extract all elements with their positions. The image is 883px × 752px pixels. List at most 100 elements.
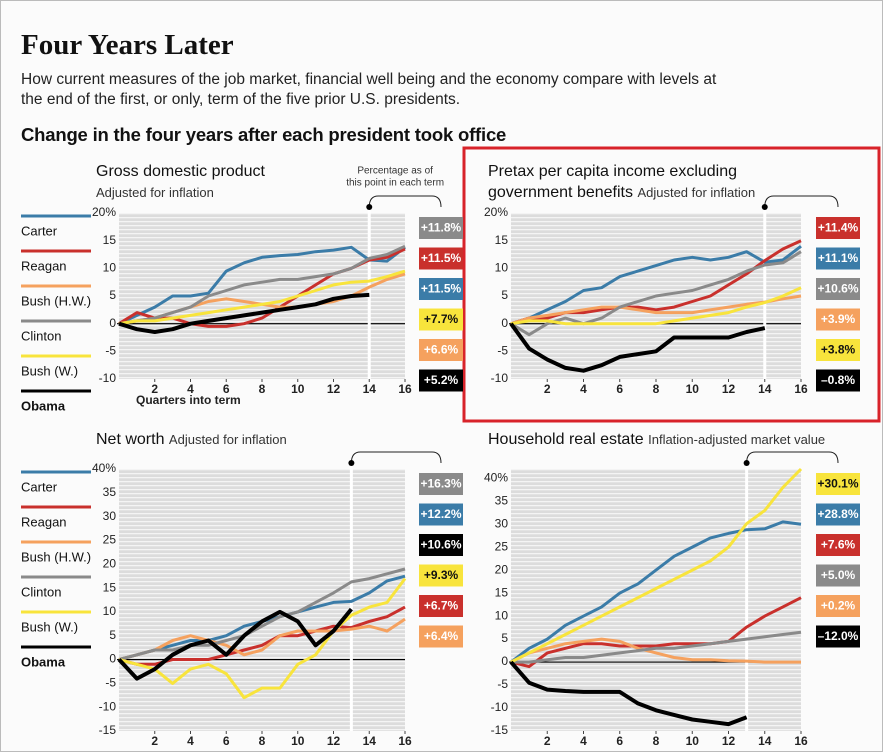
series-line xyxy=(118,567,406,661)
value-badge xyxy=(816,564,860,587)
y-tick-label: 10 xyxy=(495,261,509,275)
value-badge-label: +6.4% xyxy=(424,629,459,643)
value-badge xyxy=(419,564,463,587)
series-line xyxy=(118,269,406,326)
plot-background xyxy=(119,469,405,731)
x-tick-label: 10 xyxy=(291,734,305,748)
value-badge xyxy=(419,339,463,361)
value-badge-label: +11.5% xyxy=(421,251,462,265)
x-tick-label: 12 xyxy=(722,382,736,396)
y-tick-label: 30 xyxy=(103,509,117,523)
y-tick-label: 5 xyxy=(109,628,116,642)
x-tick-label: 6 xyxy=(223,382,230,396)
legend-label: Carter xyxy=(21,479,58,494)
page-subtitle: How current measures of the job market, … xyxy=(21,71,717,108)
x-tick-label: 12 xyxy=(327,734,341,748)
value-badge-label: +30.1% xyxy=(817,477,858,491)
y-tick-label: 15 xyxy=(495,585,509,599)
x-tick-label: 10 xyxy=(686,734,700,748)
value-badge-label: +11.1% xyxy=(818,251,859,265)
legend-label: Obama xyxy=(21,398,66,413)
value-badge xyxy=(816,473,860,495)
series-line xyxy=(510,596,802,669)
series-line xyxy=(510,245,802,326)
value-badge-label: +9.3% xyxy=(424,568,459,582)
x-tick-label: 4 xyxy=(187,382,194,396)
y-tick-label: -5 xyxy=(105,344,116,358)
y-tick-label: 20% xyxy=(92,205,116,219)
y-tick-label: 10 xyxy=(103,604,117,618)
series-line xyxy=(510,250,802,337)
series-line xyxy=(510,467,803,664)
value-badge-label: +16.3% xyxy=(420,477,461,491)
series-line xyxy=(510,520,802,664)
y-tick-label: -5 xyxy=(105,676,116,690)
y-tick-label: 20 xyxy=(495,562,509,576)
y-tick-label: -10 xyxy=(491,371,509,385)
series-line xyxy=(118,292,370,334)
x-tick-label: 8 xyxy=(259,382,266,396)
x-tick-label: 14 xyxy=(363,734,377,748)
x-tick-label: 16 xyxy=(794,734,808,748)
value-badge xyxy=(419,308,463,331)
y-tick-label: 40% xyxy=(92,461,116,475)
value-badge xyxy=(816,369,860,392)
series-line xyxy=(118,245,406,326)
value-badge-label: +6.7% xyxy=(424,599,459,613)
chart-title: Household real estate xyxy=(488,431,644,448)
value-badge-label: +28.8% xyxy=(817,507,858,521)
value-badge xyxy=(816,308,860,331)
annotation: this point in each term xyxy=(346,178,444,189)
y-tick-label: 0 xyxy=(501,654,508,668)
y-tick-label: 0 xyxy=(109,652,116,666)
value-badge xyxy=(816,339,860,361)
y-tick-label: -10 xyxy=(99,371,117,385)
x-tick-label: 4 xyxy=(580,382,587,396)
y-tick-label: 35 xyxy=(103,485,117,499)
series-line xyxy=(509,660,748,727)
chart-heading: Gross domestic product Adjusted for infla… xyxy=(96,161,346,203)
x-tick-label: 4 xyxy=(187,734,194,748)
x-tick-label: 6 xyxy=(616,734,623,748)
y-tick-label: 0 xyxy=(109,316,116,330)
value-badge xyxy=(419,369,463,392)
value-badge-label: +11.8% xyxy=(421,221,462,235)
x-tick-label: 14 xyxy=(758,382,772,396)
y-tick-label: -10 xyxy=(491,700,509,714)
y-tick-label: 25 xyxy=(103,533,117,547)
y-tick-label: 5 xyxy=(109,288,116,302)
value-badge xyxy=(816,534,860,556)
series-line xyxy=(118,244,406,326)
series-line xyxy=(510,294,802,326)
value-badge-label: +11.4% xyxy=(818,221,859,235)
x-tick-label: 12 xyxy=(327,382,341,396)
y-tick-label: 25 xyxy=(495,539,509,553)
value-badge-label: +7.6% xyxy=(821,538,856,552)
x-tick-label: 14 xyxy=(363,382,377,396)
x-tick-label: 8 xyxy=(653,734,660,748)
y-tick-label: 0 xyxy=(501,316,508,330)
legend-label: Reagan xyxy=(21,258,67,273)
value-badge xyxy=(816,278,860,300)
y-tick-label: -5 xyxy=(497,677,508,691)
page-title: Four Years Later xyxy=(21,29,234,61)
legend-label: Bush (W.) xyxy=(21,619,78,634)
value-badge xyxy=(419,503,463,526)
legend-label: Clinton xyxy=(21,328,61,343)
y-tick-label: -15 xyxy=(99,723,117,737)
x-tick-label: 2 xyxy=(544,382,551,396)
marker-dot xyxy=(366,204,373,210)
marker-bracket xyxy=(350,451,442,464)
chart-subtitle: Adjusted for inflation xyxy=(168,432,287,447)
x-tick-label: 14 xyxy=(758,734,772,748)
annotation: Percentage as of xyxy=(357,166,433,177)
value-badge-label: –0.8% xyxy=(821,373,855,387)
value-badge-label: +11.5% xyxy=(421,282,462,296)
chart-subtitle: Adjusted for inflation xyxy=(96,185,214,200)
legend-label: Reagan xyxy=(21,514,67,529)
x-tick-label: 2 xyxy=(544,734,551,748)
legend-label: Bush (W.) xyxy=(21,363,78,378)
value-badge-label: +0.2% xyxy=(821,599,856,613)
